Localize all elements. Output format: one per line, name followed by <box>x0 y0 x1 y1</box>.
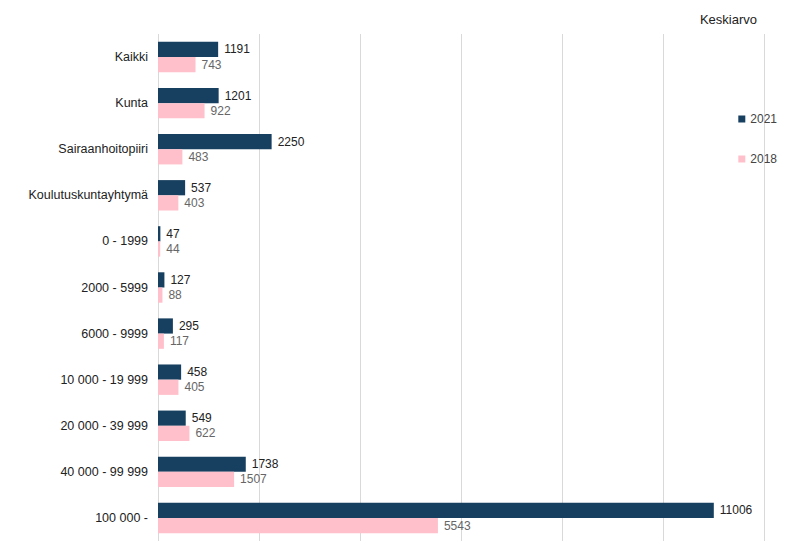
svg-text:2021: 2021 <box>750 112 777 126</box>
svg-text:743: 743 <box>202 58 222 72</box>
svg-text:Koulutuskuntayhtymä: Koulutuskuntayhtymä <box>28 188 148 202</box>
svg-text:40 000 - 99 999: 40 000 - 99 999 <box>60 465 148 479</box>
svg-text:549: 549 <box>192 411 212 425</box>
svg-text:11006: 11006 <box>720 503 753 517</box>
svg-text:922: 922 <box>211 104 231 118</box>
svg-text:Keskiarvo: Keskiarvo <box>700 12 757 27</box>
svg-text:295: 295 <box>179 319 199 333</box>
svg-text:20 000 - 39 999: 20 000 - 39 999 <box>60 419 148 433</box>
svg-text:405: 405 <box>184 380 204 394</box>
svg-text:537: 537 <box>191 181 211 195</box>
svg-text:1738: 1738 <box>252 457 279 471</box>
svg-text:44: 44 <box>166 242 180 256</box>
svg-text:0 - 1999: 0 - 1999 <box>102 234 148 248</box>
svg-text:Sairaanhoitopiiri: Sairaanhoitopiiri <box>58 142 148 156</box>
svg-text:403: 403 <box>184 196 204 210</box>
svg-text:100 000 -: 100 000 - <box>95 511 148 525</box>
svg-text:2018: 2018 <box>750 152 777 166</box>
svg-text:6000 - 9999: 6000 - 9999 <box>81 327 148 341</box>
svg-text:117: 117 <box>170 334 189 348</box>
svg-text:1507: 1507 <box>240 472 267 486</box>
svg-text:127: 127 <box>170 273 190 287</box>
svg-text:10 000 - 19 999: 10 000 - 19 999 <box>60 373 148 387</box>
svg-text:Kaikki: Kaikki <box>115 50 148 64</box>
svg-text:1201: 1201 <box>225 89 252 103</box>
svg-text:1191: 1191 <box>224 42 250 56</box>
svg-text:2000 - 5999: 2000 - 5999 <box>81 281 148 295</box>
svg-text:483: 483 <box>188 150 208 164</box>
svg-text:458: 458 <box>187 365 207 379</box>
svg-text:5543: 5543 <box>444 519 471 533</box>
svg-text:88: 88 <box>168 288 182 302</box>
svg-text:47: 47 <box>166 227 180 241</box>
svg-text:Kunta: Kunta <box>115 96 148 110</box>
svg-text:622: 622 <box>195 426 215 440</box>
svg-text:2250: 2250 <box>278 135 305 149</box>
